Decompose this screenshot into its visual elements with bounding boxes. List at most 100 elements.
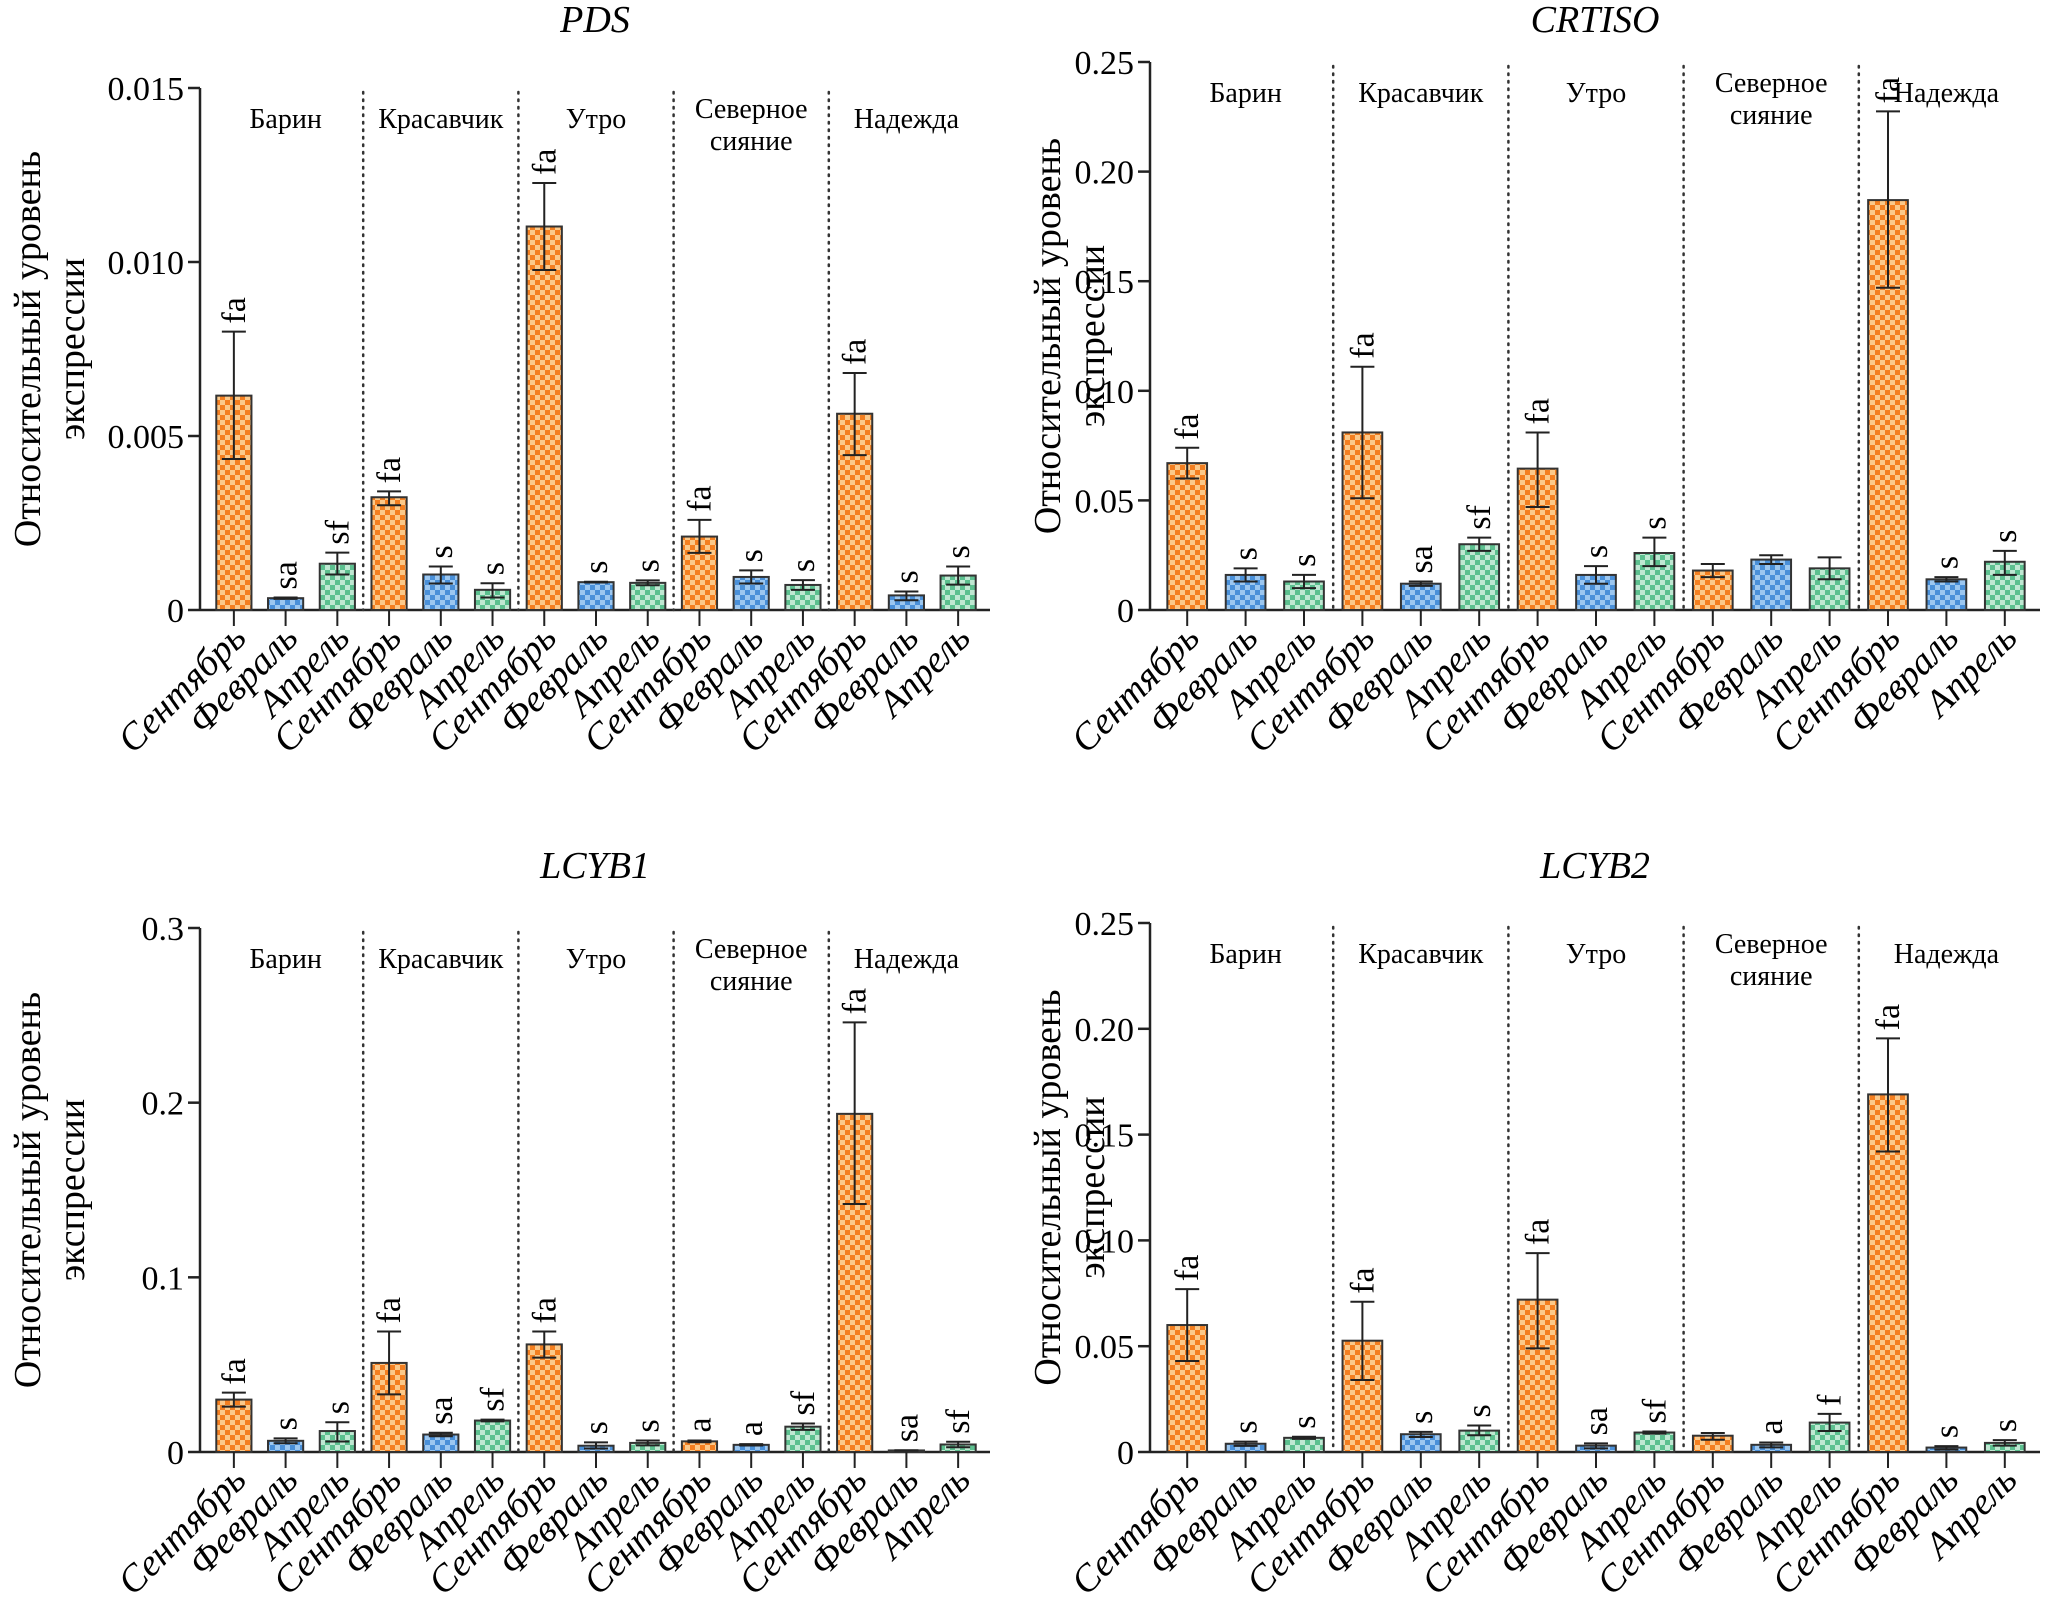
y-tick-label: 0.005 [108, 419, 185, 456]
significance-label: s [423, 545, 460, 558]
y-tick-label: 0.10 [1075, 374, 1135, 411]
significance-label: fa [837, 339, 874, 365]
significance-label: fa [1169, 413, 1206, 439]
y-tick-label: 0.20 [1075, 155, 1135, 192]
significance-label: sf [319, 519, 356, 544]
bar-Февраль [1399, 582, 1442, 611]
group-label: Красавчик [1358, 78, 1484, 109]
significance-label: s [1987, 530, 2024, 543]
bar-Апрель [1633, 1431, 1676, 1454]
significance-label: sa [268, 561, 305, 589]
significance-label: s [1578, 545, 1615, 558]
y-axis-label: Относительный уровеньэкспрессии [1027, 138, 1113, 534]
group-label: Барин [249, 104, 321, 135]
significance-label: s [1987, 1419, 2024, 1432]
bar-Апрель [939, 574, 977, 611]
panel-lcyb1: LCYB1 Относительный уровеньэкспрессии 0 0.1… [7, 845, 990, 1603]
y-axis-label: Относительный уровеньэкспрессии [1027, 989, 1113, 1385]
bar-Сентябрь [370, 496, 408, 611]
significance-label: s [475, 562, 512, 575]
group-label: Северное сияние [695, 94, 808, 157]
significance-label: s [888, 570, 925, 583]
significance-label: s [1928, 556, 1965, 569]
significance-label: fa [681, 485, 718, 511]
group-label: Барин [1209, 78, 1281, 109]
chart-title: LCYB1 [539, 845, 650, 887]
significance-label: s [1461, 1404, 1498, 1417]
significance-label: sf [785, 1390, 822, 1415]
significance-label: fa [371, 457, 408, 483]
bar-Апрель [784, 1425, 822, 1454]
bar-Февраль [1925, 578, 1968, 612]
significance-label: s [1403, 1411, 1440, 1424]
group-label: Северное сияние [695, 934, 808, 997]
y-tick-label: 0.25 [1075, 906, 1135, 943]
group-label: Барин [249, 944, 321, 975]
significance-label: sf [1636, 1398, 1673, 1423]
significance-label: s [578, 561, 615, 574]
bar-Февраль [267, 597, 305, 612]
significance-label: fa [216, 297, 253, 323]
group-label: Красавчик [378, 104, 504, 135]
significance-label: fa [1870, 1004, 1907, 1030]
significance-label: s [1228, 1420, 1265, 1433]
y-tick-label: 0.05 [1075, 483, 1135, 520]
bar-Февраль [1750, 558, 1793, 611]
bar-Сентябрь [1166, 462, 1209, 611]
significance-label: s [578, 1421, 615, 1434]
group-label: Барин [1209, 939, 1281, 970]
significance-label: fa [526, 149, 563, 175]
y-tick-label: 0.2 [142, 1086, 185, 1123]
significance-label: sf [475, 1386, 512, 1411]
group-label: Утро [1566, 939, 1626, 970]
y-axis-label: Относительный уровеньэкспрессии [7, 992, 93, 1388]
bar-Апрель [1283, 1436, 1325, 1453]
group-label: Утро [566, 944, 626, 975]
significance-label: fa [1520, 1219, 1557, 1245]
group-label: Надежда [1894, 939, 2000, 970]
significance-label: s [268, 1417, 305, 1430]
group-label: Красавчик [378, 944, 504, 975]
significance-label: f [1812, 1394, 1849, 1406]
y-tick-label: 0.010 [108, 245, 185, 282]
significance-label: s [630, 559, 667, 572]
y-tick-label: 0 [1117, 593, 1134, 630]
bar-Сентябрь [1867, 1093, 1909, 1453]
y-tick-label: 0.15 [1075, 1118, 1135, 1155]
significance-label: s [940, 545, 977, 558]
y-tick-label: 0 [167, 1435, 184, 1472]
y-tick-label: 0 [1117, 1435, 1134, 1472]
group-label: Надежда [1894, 78, 2000, 109]
significance-label: fa [1520, 398, 1557, 424]
significance-label: fa [1344, 1267, 1381, 1293]
group-label: Северное сияние [1715, 929, 1828, 992]
significance-label: fa [837, 988, 874, 1014]
bar-Сентябрь [215, 1398, 253, 1453]
panel-lcyb2: LCYB2 Относительный уровеньэкспрессии 0 0.0… [1027, 845, 2040, 1603]
significance-label: s [319, 1401, 356, 1414]
panel-pds: PDS Относительный уровеньэкспрессии 0 0.005… [7, 0, 990, 761]
significance-label: sf [940, 1408, 977, 1433]
significance-label: sa [1578, 1407, 1615, 1435]
significance-label: s [733, 549, 770, 562]
significance-label: s [630, 1419, 667, 1432]
y-tick-label: 0.20 [1075, 1012, 1135, 1049]
significance-label: s [1636, 516, 1673, 529]
significance-label: sa [423, 1396, 460, 1424]
group-label: Красавчик [1358, 939, 1484, 970]
bar-Сентябрь [525, 1343, 563, 1453]
significance-label: fa [1870, 77, 1907, 103]
group-label: Надежда [854, 944, 960, 975]
bar-Февраль [577, 581, 615, 611]
panel-crtiso: CRTISO Относительный уровеньэкспрессии 0 0.… [1027, 0, 2040, 761]
significance-label: s [1928, 1425, 1965, 1438]
y-tick-label: 0.015 [108, 71, 185, 108]
y-tick-label: 0.25 [1075, 45, 1135, 82]
bar-Апрель [1983, 560, 2026, 611]
y-axis-label: Относительный уровеньэкспрессии [7, 151, 93, 547]
significance-label: s [785, 559, 822, 572]
significance-label: a [681, 1417, 718, 1432]
y-tick-label: 0.05 [1075, 1329, 1135, 1366]
y-tick-label: 0 [167, 593, 184, 630]
bar-Сентябрь [525, 225, 563, 611]
